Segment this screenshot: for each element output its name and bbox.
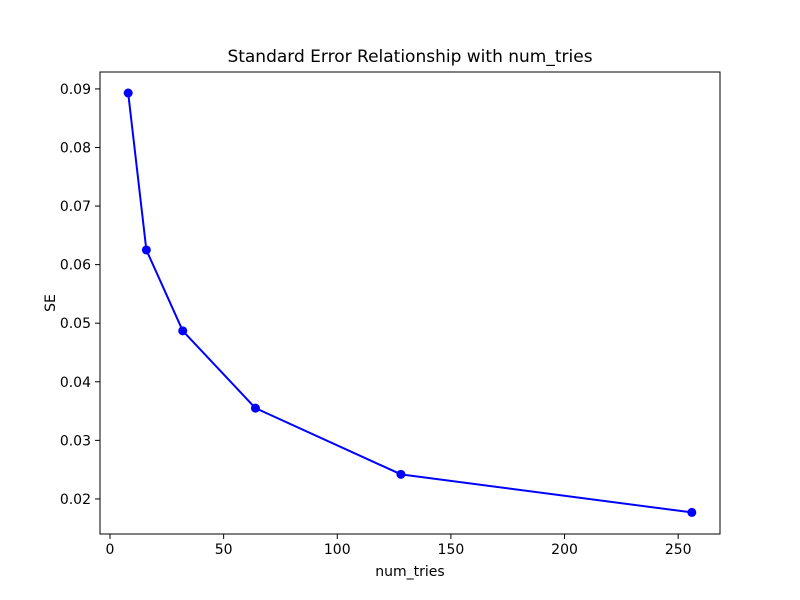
y-axis-label: SE (43, 294, 59, 312)
y-tick-label: 0.06 (60, 258, 91, 274)
x-tick-label: 150 (438, 542, 465, 558)
data-point-marker (396, 469, 406, 479)
x-tick-label: 50 (215, 542, 233, 558)
y-tick-label: 0.02 (60, 492, 91, 508)
data-point-marker (123, 88, 133, 98)
data-point-marker (250, 403, 260, 413)
x-tick-label: 100 (324, 542, 351, 558)
chart-title: Standard Error Relationship with num_tri… (227, 47, 592, 67)
x-tick-label: 200 (551, 542, 578, 558)
x-tick-label: 250 (665, 542, 692, 558)
y-tick-label: 0.03 (60, 433, 91, 449)
x-tick-label: 0 (106, 542, 115, 558)
data-point-marker (178, 326, 188, 336)
data-point-marker (141, 245, 151, 255)
y-tick-label: 0.05 (60, 316, 91, 332)
plot-border (99, 71, 721, 535)
y-tick-label: 0.08 (60, 140, 91, 156)
y-tick-label: 0.09 (60, 82, 91, 98)
series-line (127, 92, 693, 514)
y-tick-label: 0.07 (60, 199, 91, 215)
data-point-marker (687, 507, 697, 517)
x-axis-label: num_tries (375, 564, 444, 580)
y-tick-label: 0.04 (60, 375, 91, 391)
chart-layers: 0 50 100 150 200 250 0.02 0.03 0.04 0.05 0.06 0.07 0… (60, 71, 721, 558)
